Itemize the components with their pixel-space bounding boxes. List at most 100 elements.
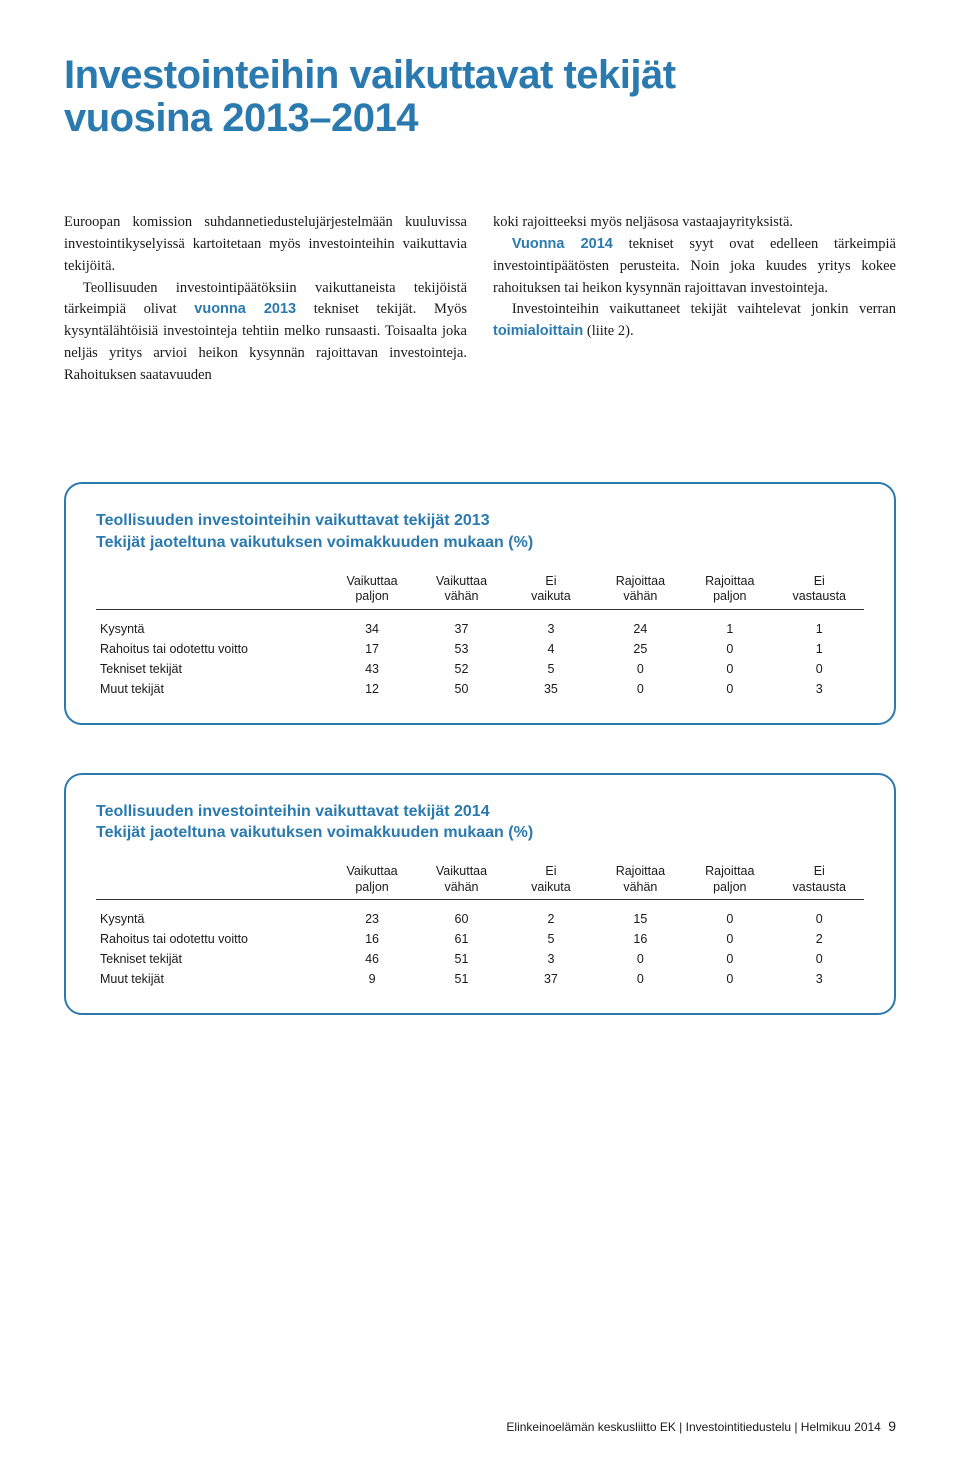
row-label: Muut tekijät [96,969,327,989]
text: (liite 2). [583,323,633,339]
table-box-2013: Teollisuuden investointeihin vaikuttavat… [64,482,896,724]
cell: 53 [417,639,506,659]
col-head: Vaikuttaavähän [417,574,506,609]
col-head: Eivaikuta [506,574,595,609]
cell: 25 [596,639,685,659]
header-row: Vaikuttaapaljon Vaikuttaavähän Eivaikuta… [96,864,864,899]
cell: 50 [417,679,506,699]
cell: 3 [506,609,595,639]
row-label: Rahoitus tai odotettu voitto [96,929,327,949]
cell: 1 [685,609,774,639]
title-line2: vuosina 2013–2014 [64,96,418,140]
table-title-2014: Teollisuuden investointeihin vaikuttavat… [96,801,864,844]
col-head: Rajoittaapaljon [685,574,774,609]
cell: 17 [327,639,416,659]
cell: 52 [417,659,506,679]
title-line1: Investointeihin vaikuttavat tekijät [64,53,676,97]
cell: 37 [417,609,506,639]
cell: 0 [775,659,864,679]
cell: 0 [685,900,774,930]
cell: 23 [327,900,416,930]
column-right: koki rajoitteeksi myös neljäsosa vastaaj… [493,212,896,386]
cell: 3 [775,969,864,989]
cell: 0 [596,679,685,699]
col-head [96,574,327,609]
cell: 3 [775,679,864,699]
cell: 5 [506,929,595,949]
cell: 12 [327,679,416,699]
col-head: Eivastausta [775,864,864,899]
cell: 0 [685,929,774,949]
para-3: Investointeihin vaikuttaneet tekijät vai… [493,299,896,343]
row-label: Kysyntä [96,900,327,930]
col-head: Rajoittaapaljon [685,864,774,899]
cell: 1 [775,639,864,659]
footer-text: Elinkeinoelämän keskusliitto EK | Invest… [506,1420,880,1434]
cell: 0 [685,639,774,659]
cell: 0 [685,659,774,679]
col-head: Eivaikuta [506,864,595,899]
col-head: Rajoittaavähän [596,574,685,609]
cell: 0 [685,969,774,989]
cell: 46 [327,949,416,969]
table-row: Muut tekijät125035003 [96,679,864,699]
cell: 60 [417,900,506,930]
data-table-2013: Vaikuttaapaljon Vaikuttaavähän Eivaikuta… [96,574,864,699]
cell: 51 [417,949,506,969]
col-head: Vaikuttaapaljon [327,574,416,609]
cell: 51 [417,969,506,989]
col-head: Rajoittaavähän [596,864,685,899]
title-line: Tekijät jaoteltuna vaikutuksen voimakkuu… [96,824,533,841]
table-row: Tekniset tekijät46513000 [96,949,864,969]
table-row: Kysyntä343732411 [96,609,864,639]
title-line: Tekijät jaoteltuna vaikutuksen voimakkuu… [96,534,533,551]
cell: 1 [775,609,864,639]
cell: 37 [506,969,595,989]
col-head: Eivastausta [775,574,864,609]
para-1: koki rajoitteeksi myös neljäsosa vastaaj… [493,212,896,234]
table-row: Kysyntä236021500 [96,900,864,930]
page-title: Investointeihin vaikuttavat tekijät vuos… [64,54,896,140]
table-row: Rahoitus tai odotettu voitto166151602 [96,929,864,949]
cell: 5 [506,659,595,679]
cell: 24 [596,609,685,639]
table-row: Rahoitus tai odotettu voitto175342501 [96,639,864,659]
cell: 15 [596,900,685,930]
cell: 0 [775,949,864,969]
cell: 16 [327,929,416,949]
cell: 0 [685,679,774,699]
col-head: Vaikuttaavähän [417,864,506,899]
table-title-2013: Teollisuuden investointeihin vaikuttavat… [96,510,864,553]
row-label: Tekniset tekijät [96,659,327,679]
table-box-2014: Teollisuuden investointeihin vaikuttavat… [64,773,896,1015]
text: Investointeihin vaikuttaneet tekijät vai… [512,301,896,317]
cell: 16 [596,929,685,949]
row-label: Muut tekijät [96,679,327,699]
title-line: Teollisuuden investointeihin vaikuttavat… [96,512,490,529]
para-1: Euroopan komission suhdannetiedustelujär… [64,212,467,277]
row-label: Tekniset tekijät [96,949,327,969]
cell: 3 [506,949,595,969]
accent-text: Vuonna 2014 [512,236,613,252]
cell: 0 [685,949,774,969]
header-row: Vaikuttaapaljon Vaikuttaavähän Eivaikuta… [96,574,864,609]
para-2: Teollisuuden investointipäätöksiin vaiku… [64,278,467,387]
cell: 0 [775,900,864,930]
table-row: Tekniset tekijät43525000 [96,659,864,679]
accent-text: toimialoittain [493,323,583,339]
cell: 4 [506,639,595,659]
cell: 34 [327,609,416,639]
para-2: Vuonna 2014 tekniset syyt ovat edelleen … [493,234,896,299]
cell: 35 [506,679,595,699]
page-footer: Elinkeinoelämän keskusliitto EK | Invest… [506,1418,896,1434]
cell: 2 [506,900,595,930]
body-text: Euroopan komission suhdannetiedustelujär… [64,212,896,386]
table-row: Muut tekijät95137003 [96,969,864,989]
text: Euroopan komission suhdannetiedustelujär… [64,214,467,274]
page-number: 9 [888,1418,896,1434]
row-label: Kysyntä [96,609,327,639]
cell: 9 [327,969,416,989]
cell: 43 [327,659,416,679]
text: koki rajoitteeksi myös neljäsosa vastaaj… [493,214,793,230]
column-left: Euroopan komission suhdannetiedustelujär… [64,212,467,386]
